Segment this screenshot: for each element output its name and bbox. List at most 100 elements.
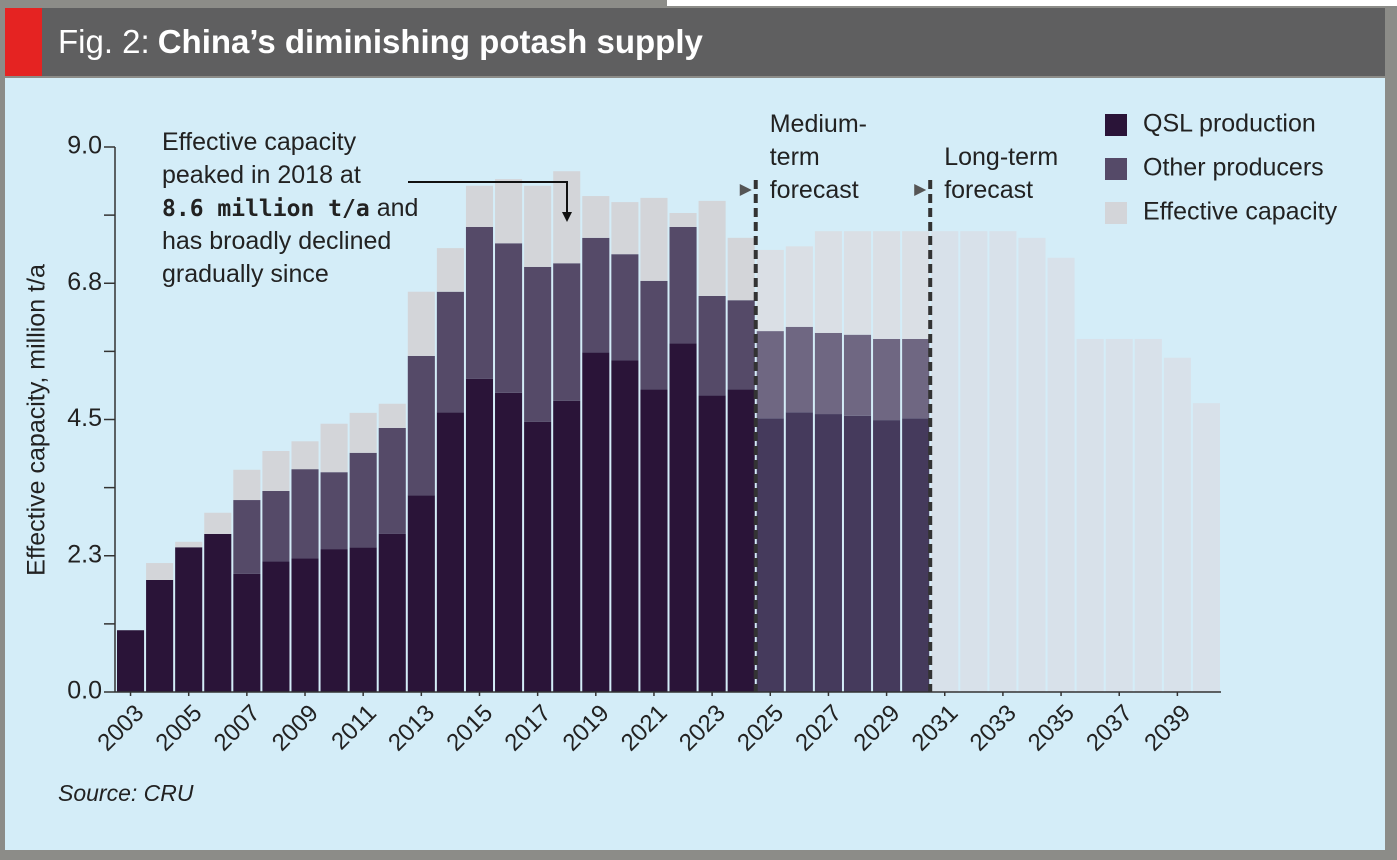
bar-segment <box>611 254 639 361</box>
bar-segment <box>553 400 581 692</box>
annotation-text: Effective capacity <box>162 128 357 156</box>
annotation-text: has broadly declined <box>162 227 391 255</box>
bar-segment <box>146 563 174 580</box>
bar-segment <box>1105 338 1133 692</box>
bar-segment <box>1076 338 1104 692</box>
bar-segment <box>873 338 901 421</box>
bar-segment <box>495 243 523 393</box>
bar-segment <box>465 185 494 227</box>
bar-segment <box>320 472 348 550</box>
y-axis-label: Effective capacity, million t/a <box>23 264 51 576</box>
annotation-connector <box>408 181 568 215</box>
bar-segment <box>495 392 523 692</box>
bar-segment <box>902 231 930 339</box>
bar-segment <box>756 249 784 332</box>
bar-segment <box>407 355 435 496</box>
bar-segment <box>1163 357 1191 692</box>
bar-segment <box>320 423 348 473</box>
bar-segment <box>727 300 755 390</box>
bar-segment <box>843 415 872 692</box>
bar-segment <box>233 500 261 574</box>
legend-swatch <box>1105 158 1127 180</box>
bar-segment <box>175 547 203 692</box>
bar-segment <box>843 334 872 416</box>
y-tick-label: 9.0 <box>67 132 102 160</box>
bar-segment <box>785 412 813 692</box>
bar-segment <box>814 231 842 333</box>
annotation-text: gradually since <box>162 260 329 288</box>
bar-segment <box>640 197 668 281</box>
bar-segment <box>727 237 755 301</box>
bar-segment <box>349 452 377 548</box>
annotation-text: 8.6 million t/a <box>162 196 370 222</box>
header-accent <box>5 8 42 76</box>
bar-segment <box>291 558 319 692</box>
bar-segment <box>1134 338 1162 692</box>
bar-segment <box>611 202 639 255</box>
bar-segment <box>611 360 639 692</box>
annotation-text: peaked in 2018 at <box>162 161 361 189</box>
period-label-line: forecast <box>770 176 859 204</box>
bar-segment <box>349 547 377 692</box>
bar-segment <box>233 573 261 692</box>
bar-segment <box>669 213 697 227</box>
bar-segment <box>553 263 581 401</box>
period-label: Medium-term forecast <box>770 110 867 204</box>
bar-segment <box>465 378 494 692</box>
period-label-line: forecast <box>944 176 1033 204</box>
bar-segment <box>843 231 872 335</box>
period-label-line: term <box>770 143 820 171</box>
bar-segment <box>989 231 1017 692</box>
legend-label: Other producers <box>1143 154 1324 182</box>
bar-segment <box>931 231 959 692</box>
bar-segment <box>698 200 726 296</box>
bar-segment <box>785 246 813 327</box>
y-tick-label: 2.3 <box>67 540 102 568</box>
chart-title: Fig. 2: China’s diminishing potash supply <box>58 23 703 60</box>
bar-segment <box>785 326 813 413</box>
bar-segment <box>378 427 406 534</box>
legend-swatch <box>1105 202 1127 224</box>
y-tick-label: 4.5 <box>67 404 102 432</box>
bar-segment <box>117 630 145 692</box>
title-main: China’s diminishing potash supply <box>158 23 704 60</box>
bar-segment <box>902 418 930 692</box>
bar-segment <box>291 441 319 470</box>
bar-segment <box>902 338 930 419</box>
annotation-arrow <box>562 212 572 222</box>
bar-segment <box>262 450 290 491</box>
period-label-line: Medium- <box>770 110 867 138</box>
bar-segment <box>640 389 668 692</box>
bar-segment <box>524 185 552 267</box>
title-prefix: Fig. 2: <box>58 23 150 60</box>
bar-segment <box>495 179 523 244</box>
source-note: Source: CRU <box>58 780 194 806</box>
bar-segment <box>698 295 726 396</box>
bar-segment <box>873 420 901 692</box>
bar-segment <box>436 248 464 292</box>
bar-segment <box>814 332 842 415</box>
bar-segment <box>1018 237 1046 693</box>
bar-segment <box>756 418 784 692</box>
bar-segment <box>873 231 901 339</box>
y-tick-label: 6.8 <box>67 268 102 296</box>
y-tick-label: 0.0 <box>67 677 102 705</box>
bar-segment <box>204 533 232 692</box>
bar-segment <box>262 490 290 562</box>
bar-segment <box>204 512 232 534</box>
bar-segment <box>582 196 610 238</box>
annotation: Effective capacity peaked in 2018 at 8.6 m… <box>162 128 418 288</box>
bar-segment <box>407 291 435 356</box>
bar-segment <box>669 226 697 344</box>
bar-segment <box>960 231 988 692</box>
bar-segment <box>1047 257 1075 692</box>
divider-arrow <box>914 184 927 196</box>
legend-swatch <box>1105 114 1127 136</box>
bar-segment <box>349 412 377 453</box>
bar-segment <box>233 469 261 501</box>
bar-segment <box>727 389 755 692</box>
divider-arrow <box>739 184 752 196</box>
bar-segment <box>756 331 784 419</box>
bar-segment <box>582 352 610 692</box>
